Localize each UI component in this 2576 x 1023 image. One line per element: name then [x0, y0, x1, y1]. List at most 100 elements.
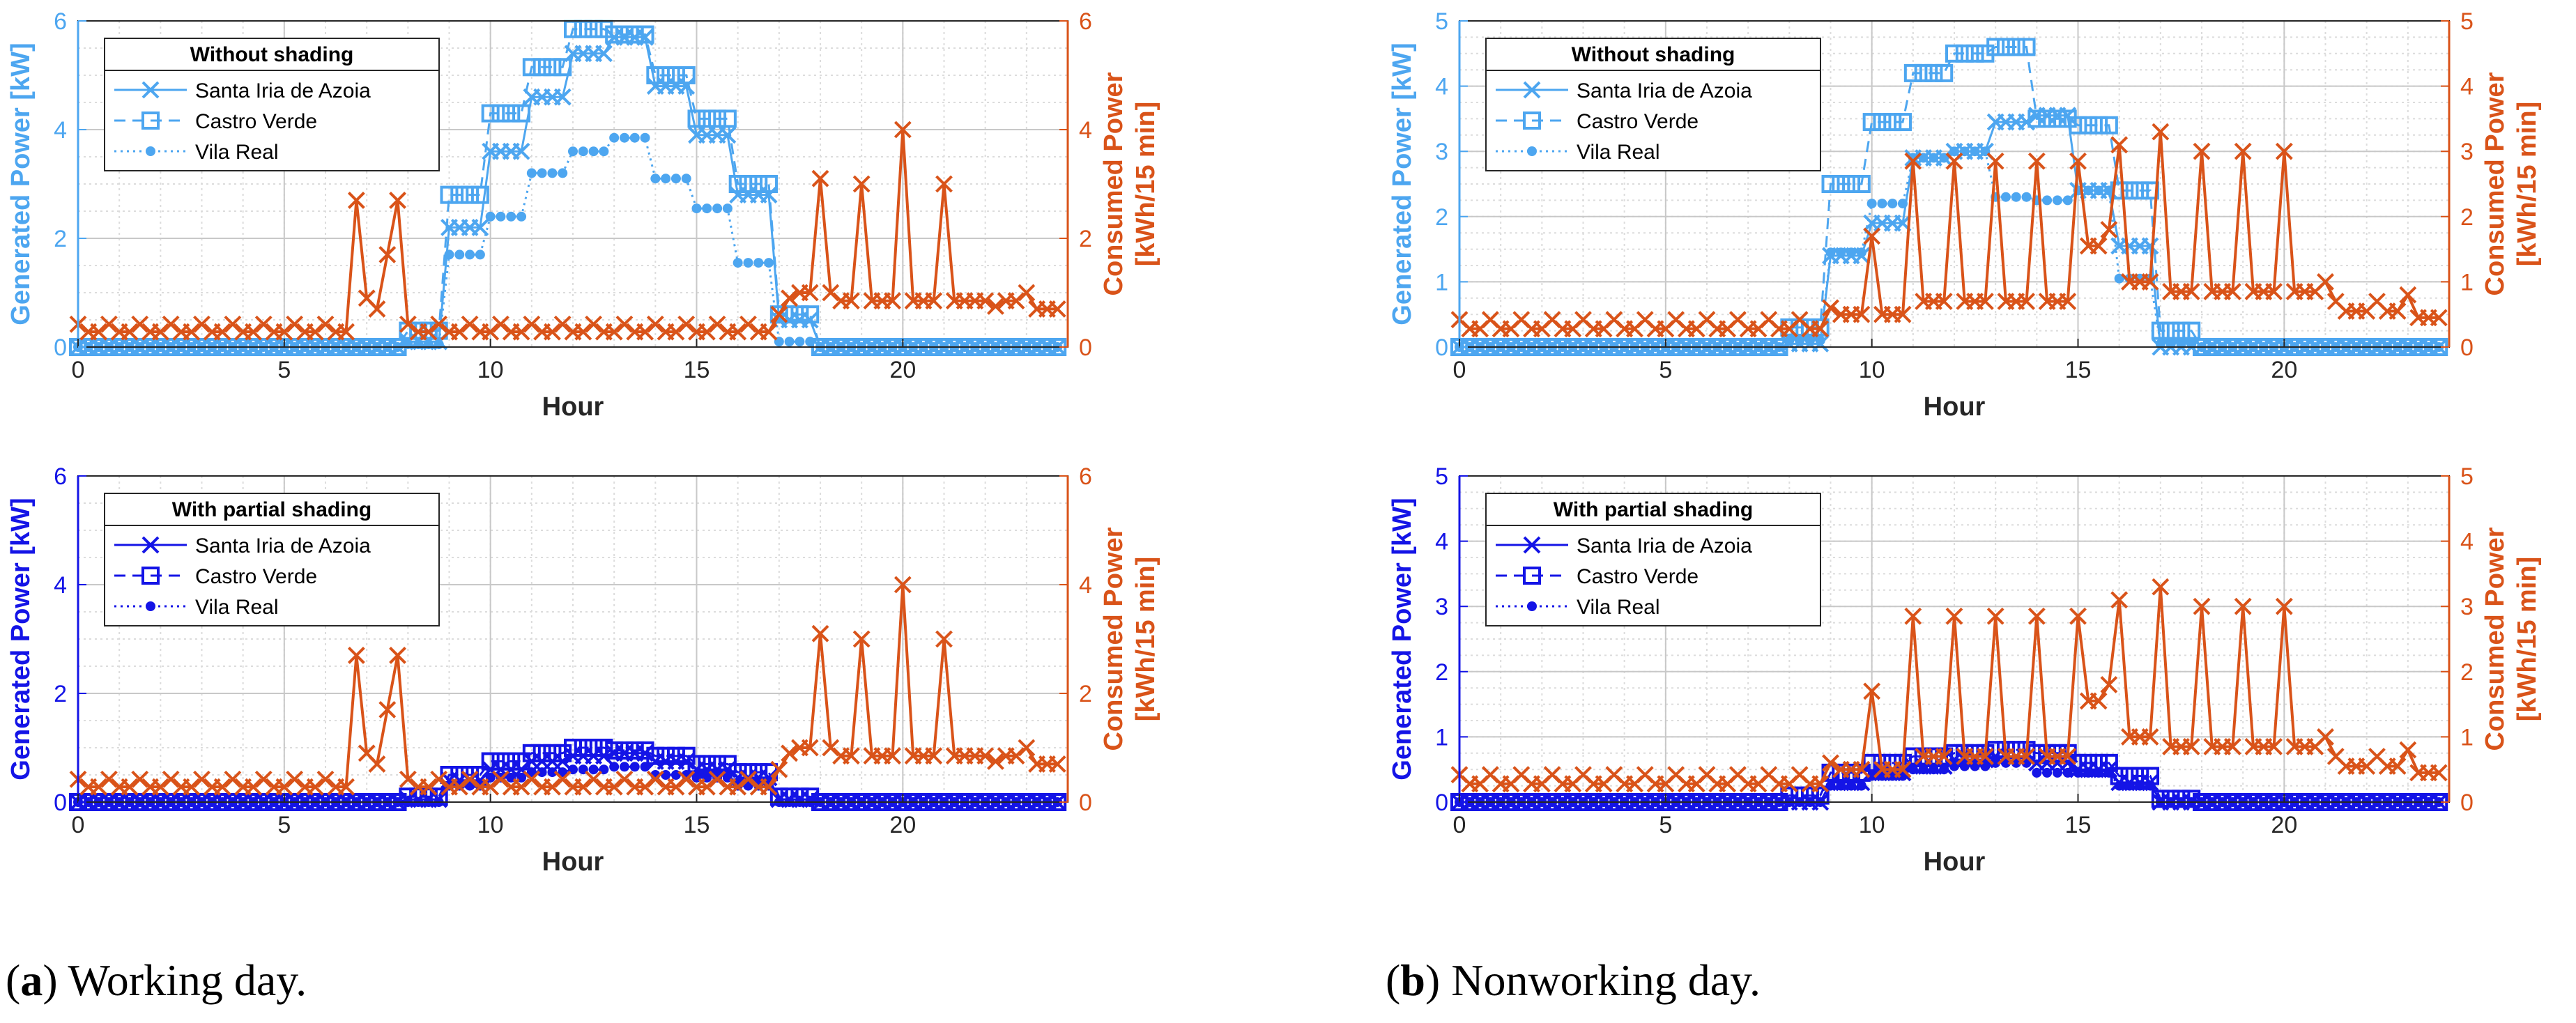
y-axis-label-left: Generated Power [kW] [6, 498, 36, 780]
data-point [615, 25, 634, 44]
data-point [677, 77, 696, 95]
consumed-point [729, 323, 747, 341]
consumed-point [492, 770, 509, 788]
consumed-point [1935, 748, 1953, 765]
data-point [471, 218, 489, 236]
consumed-point [347, 646, 365, 664]
legend-entry: Santa Iria de Azoia [195, 534, 371, 557]
chart-b-top: 0 5 10 15 20 0 1 2 3 4 5 0 1 2 3 4 5 Hour Generated Power … [1388, 8, 2542, 422]
data-point [2094, 185, 2104, 196]
data-point [553, 88, 572, 106]
consumed-point [677, 770, 696, 788]
data-point [2103, 767, 2114, 778]
data-point [702, 203, 712, 214]
data-point [547, 168, 558, 178]
consumed-point [698, 778, 716, 796]
data-point [2145, 780, 2156, 791]
consumed-point [461, 770, 479, 788]
caption-a-text: ) Working day. [43, 955, 307, 1005]
consumed-point [2275, 142, 2293, 160]
data-point [753, 258, 764, 268]
consumed-point [801, 284, 819, 302]
legend: With partial shading Santa Iria de Azoia C… [104, 493, 440, 626]
consumed-point [574, 778, 592, 796]
y-axis-label-right: Consumed Power [2481, 527, 2510, 751]
data-point [2114, 780, 2124, 791]
data-point [512, 104, 531, 123]
data-point [784, 337, 795, 347]
consumed-point [544, 323, 561, 341]
legend: Without shading Santa Iria de Azoia Castro… [104, 38, 440, 171]
data-point [1883, 113, 1902, 132]
consumed-point [151, 323, 169, 341]
data-point [599, 146, 609, 157]
consumed-point [1007, 747, 1025, 765]
data-point [553, 58, 572, 77]
data-point [1898, 199, 1908, 209]
consumed-point [389, 191, 406, 209]
consumed-point [245, 323, 262, 341]
data-point [1825, 247, 1836, 258]
data-point [2103, 185, 2114, 196]
consumed-point [1811, 775, 1830, 793]
consumed-point [615, 770, 634, 788]
y-axis-label-right-units: [kWh/15 min] [1131, 557, 1160, 721]
x-tick-label: 5 [1659, 357, 1672, 383]
x-tick-label: 0 [1453, 357, 1466, 383]
consumed-point [646, 770, 664, 788]
consumed-point [1986, 152, 2004, 170]
data-point [657, 746, 675, 765]
data-point [537, 168, 547, 178]
consumed-point [976, 747, 995, 765]
data-point [1935, 63, 1954, 82]
data-point [625, 25, 644, 44]
consumed-point [1822, 299, 1839, 317]
legend: Without shading Santa Iria de Azoia Castro… [1485, 38, 1821, 171]
data-point [687, 755, 706, 774]
data-point [1784, 335, 1795, 346]
consumed-point [2223, 738, 2241, 755]
consumed-point [894, 121, 912, 139]
consumed-point [2223, 283, 2241, 300]
consumed-point [2182, 283, 2200, 300]
data-point [1939, 153, 1949, 163]
consumed-point [2090, 692, 2108, 710]
data-point [1842, 175, 1861, 193]
data-point [1903, 63, 1922, 82]
consumed-point [822, 284, 840, 302]
consumed-point [2059, 748, 2077, 765]
consumed-point [193, 315, 210, 333]
consumed-point [2389, 757, 2407, 775]
data-point [1986, 741, 2005, 760]
consumed-point [224, 770, 242, 788]
consumed-point [1894, 305, 1912, 323]
consumed-point [1048, 755, 1066, 773]
data-point [801, 311, 819, 329]
consumed-point [801, 739, 819, 757]
y-tick-label-right: 2 [2460, 204, 2474, 231]
legend-marker [141, 536, 160, 554]
consumed-point [482, 323, 500, 341]
data-point [1836, 780, 1846, 791]
x-tick-label: 10 [477, 357, 504, 383]
data-point [588, 146, 599, 157]
data-point [1945, 44, 1963, 63]
consumed-point [482, 778, 500, 796]
data-point [1804, 335, 1815, 346]
data-point [640, 762, 650, 772]
data-point [609, 132, 620, 143]
data-point [1846, 780, 1857, 791]
data-point [1894, 113, 1912, 132]
legend-title: Without shading [190, 43, 354, 66]
consumed-point [492, 315, 509, 333]
consumed-point [2018, 748, 2035, 765]
consumed-point [420, 778, 438, 796]
consumed-point [2090, 237, 2108, 255]
consumed-series [1450, 123, 2448, 338]
x-tick-label: 5 [1659, 812, 1672, 838]
data-point [708, 109, 727, 128]
consumed-point [2275, 597, 2293, 615]
consumed-point [131, 770, 149, 788]
data-point [568, 146, 578, 157]
y-tick-label-right: 4 [1079, 572, 1092, 599]
